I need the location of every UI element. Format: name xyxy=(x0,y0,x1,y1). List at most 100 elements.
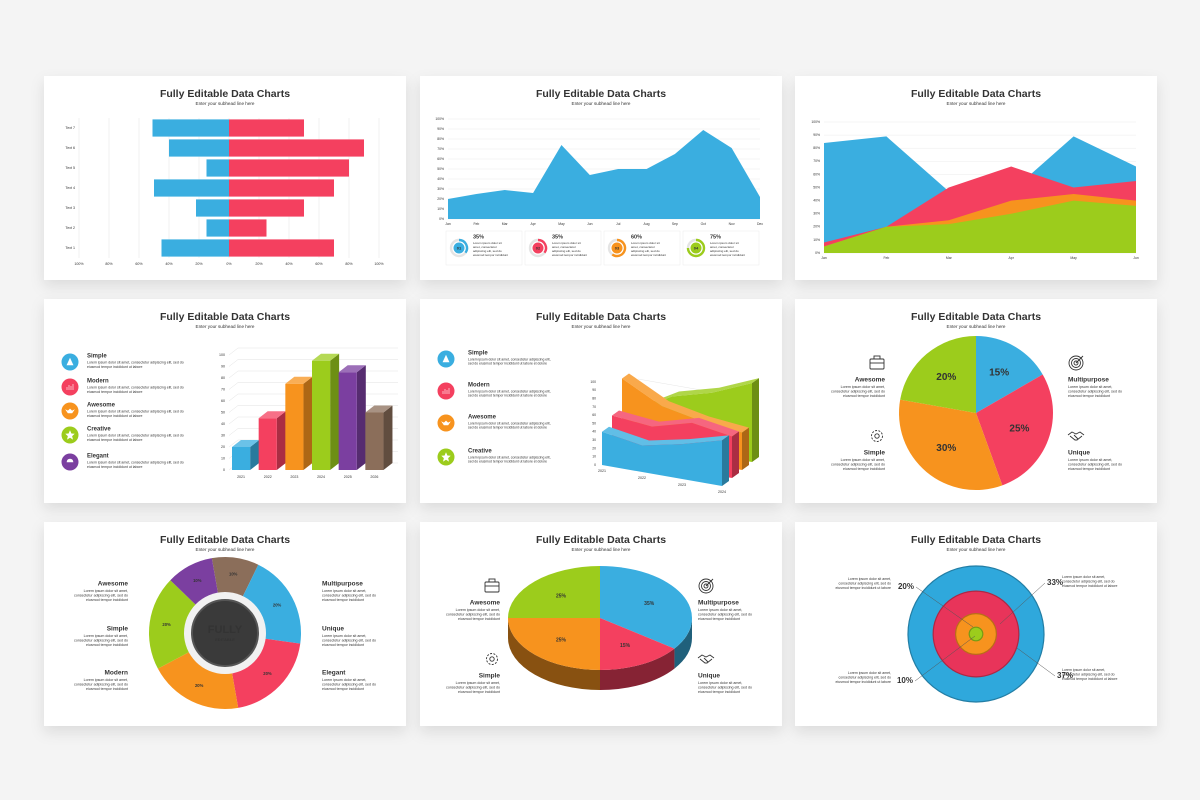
bar xyxy=(154,179,229,197)
item-text: consectetur adipiscing elit, sed do xyxy=(831,389,885,393)
item-text: Lorem ipsum dolor sit amet, xyxy=(848,671,891,675)
x-tick-label: Jan xyxy=(821,256,827,260)
center-disc xyxy=(191,599,259,667)
card-value: 60% xyxy=(631,234,642,240)
y-tick-label: 20 xyxy=(592,446,596,450)
slide-subtitle: Enter your subhead line here xyxy=(196,547,255,552)
ring-center xyxy=(453,242,465,254)
bar-side xyxy=(250,440,260,470)
y-tick-label: 80 xyxy=(221,376,225,380)
slide-subtitle: Enter your subhead line here xyxy=(572,101,631,106)
item-text: Lorem ipsum dolor sit amet, consectetur … xyxy=(87,409,184,413)
icon xyxy=(697,654,715,664)
bar xyxy=(206,159,229,177)
item-title: Unique xyxy=(1068,450,1090,457)
card-text: amet, consectetur xyxy=(473,245,497,249)
pie-slice xyxy=(508,618,600,670)
x-tick-label: 20% xyxy=(195,262,203,266)
item-text: Lorem ipsum dolor sit amet, xyxy=(1068,458,1112,462)
icon-part xyxy=(488,578,496,583)
icon-part xyxy=(1071,358,1081,368)
pie-slice xyxy=(976,374,1053,486)
y-tick-label: Text 4 xyxy=(65,186,75,190)
item-text: sed do eiusmod tempor incididunt ut labo… xyxy=(468,362,547,366)
x-tick-label: 60% xyxy=(135,262,143,266)
donut-slice xyxy=(170,558,219,606)
card-label: 01 xyxy=(457,245,462,250)
icon-part xyxy=(1067,431,1085,441)
legend-glyph xyxy=(66,357,74,366)
item-text: Lorem ipsum dolor sit amet, xyxy=(1062,575,1105,579)
bar-side xyxy=(330,353,340,470)
pie-side xyxy=(508,618,600,690)
ribbon xyxy=(602,431,722,486)
card-text: eiusmod tempor incididunt xyxy=(710,253,745,257)
y-tick-label: 20% xyxy=(813,225,820,229)
slice-label: 25% xyxy=(556,593,567,599)
leader-line xyxy=(914,635,976,682)
legend-glyph xyxy=(442,388,450,394)
y-tick-label: 20 xyxy=(221,445,225,449)
y-tick-label: 80% xyxy=(437,137,444,141)
y-tick-label: 100 xyxy=(590,380,596,384)
grid-line xyxy=(228,359,398,367)
slide-subtitle: Enter your subhead line here xyxy=(196,101,255,106)
card-label: 03 xyxy=(615,245,620,250)
item-title: Unique xyxy=(698,673,720,680)
legend-glyph xyxy=(442,354,450,363)
card-text: adipiscing elit, sed do xyxy=(552,249,581,253)
x-tick-label: 100% xyxy=(374,262,384,266)
item-text: eiusmod tempor incididunt xyxy=(1068,394,1110,398)
ring-label: 20% xyxy=(898,582,914,591)
item-text: consectetur adipiscing elit, sed do xyxy=(838,675,891,679)
icon-part xyxy=(701,581,711,591)
slice-label: 20% xyxy=(273,602,282,607)
slide-title: Fully Editable Data Charts xyxy=(536,534,666,546)
slide-title: Fully Editable Data Charts xyxy=(911,311,1041,323)
item-text: consectetur adipiscing elit, sed do xyxy=(322,638,376,642)
bar xyxy=(365,412,384,470)
item-text: eiusmod tempor incididunt xyxy=(458,690,500,694)
y-tick-label: 90 xyxy=(221,364,225,368)
item-text: Lorem ipsum dolor sit amet, xyxy=(322,634,366,638)
donut-slice xyxy=(242,564,301,644)
legend-glyph xyxy=(65,430,75,440)
bar xyxy=(258,418,277,470)
y-tick-label: Text 3 xyxy=(65,206,75,210)
slide-title: Fully Editable Data Charts xyxy=(536,88,666,100)
item-title: Modern xyxy=(105,670,129,677)
item-title: Awesome xyxy=(468,415,497,421)
bar xyxy=(229,139,364,157)
y-tick-label: 70% xyxy=(813,159,820,163)
slide-subtitle: Enter your subhead line here xyxy=(572,324,631,329)
item-text: eiusmod tempor incididunt ut labore xyxy=(1062,677,1118,681)
y-tick-label: 70% xyxy=(437,147,444,151)
item-text: consectetur adipiscing elit, sed do xyxy=(446,685,500,689)
item-text: eiusmod tempor incididunt xyxy=(322,687,364,691)
card-value: 35% xyxy=(552,234,563,240)
donut-slice xyxy=(149,580,197,669)
bar-top xyxy=(258,411,286,419)
item-title: Multipurpose xyxy=(698,600,739,607)
item-title: Elegant xyxy=(322,670,346,677)
y-tick-label: 60% xyxy=(437,157,444,161)
leader-line xyxy=(915,586,974,628)
item-text: eiusmod tempor incididunt xyxy=(86,598,128,602)
item-text: Lorem ipsum dolor sit amet, consectetur … xyxy=(87,360,184,364)
card-text: adipiscing elit, sed do xyxy=(631,249,660,253)
bar xyxy=(229,159,349,177)
x-tick-label: 40% xyxy=(285,262,293,266)
card-text: Lorem ipsum dolor sit xyxy=(710,241,739,245)
item-title: Creative xyxy=(87,427,111,433)
y-tick-label: 80% xyxy=(813,146,820,150)
legend-glyph xyxy=(66,458,74,463)
y-tick-label: 50% xyxy=(437,167,444,171)
y-tick-label: 60% xyxy=(813,172,820,176)
ribbon-end xyxy=(752,378,759,462)
item-text: eiusmod tempor incididunt ut labore xyxy=(836,680,892,684)
y-tick-label: 0% xyxy=(815,251,820,255)
x-tick-label: Mar xyxy=(946,256,953,260)
